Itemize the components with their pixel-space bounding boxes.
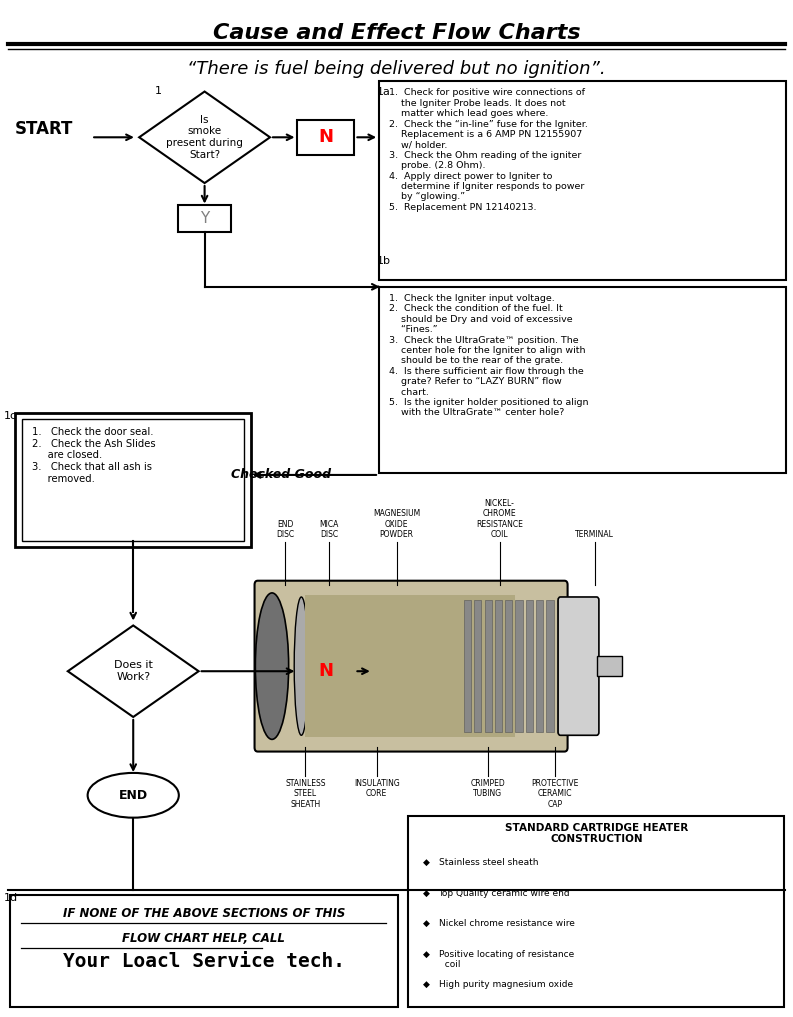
FancyBboxPatch shape (515, 600, 523, 732)
Text: ◆: ◆ (423, 980, 430, 990)
FancyBboxPatch shape (379, 81, 786, 280)
Text: START: START (14, 120, 73, 138)
Ellipse shape (255, 593, 289, 739)
Text: 1: 1 (155, 85, 162, 96)
Text: 1b: 1b (377, 256, 391, 266)
Text: “There is fuel being delivered but no ignition”.: “There is fuel being delivered but no ig… (187, 60, 606, 78)
Text: INSULATING
CORE: INSULATING CORE (354, 779, 400, 798)
FancyBboxPatch shape (558, 597, 599, 735)
FancyBboxPatch shape (557, 600, 564, 732)
Text: PROTECTIVE
CERAMIC
CAP: PROTECTIVE CERAMIC CAP (531, 779, 579, 809)
FancyBboxPatch shape (255, 581, 568, 752)
FancyBboxPatch shape (536, 600, 543, 732)
Text: 1.  Check the Igniter input voltage.
2.  Check the condition of the fuel. It
   : 1. Check the Igniter input voltage. 2. C… (389, 294, 588, 417)
Text: N: N (319, 128, 333, 146)
Text: Positive locating of resistance
  coil: Positive locating of resistance coil (439, 950, 574, 969)
Text: NICKEL-
CHROME
RESISTANCE
COIL: NICKEL- CHROME RESISTANCE COIL (476, 498, 523, 539)
Text: STAINLESS
STEEL
SHEATH: STAINLESS STEEL SHEATH (285, 779, 326, 809)
FancyBboxPatch shape (485, 600, 492, 732)
Text: STANDARD CARTRIDGE HEATER
CONSTRUCTION: STANDARD CARTRIDGE HEATER CONSTRUCTION (504, 823, 688, 844)
Text: Nickel chrome resistance wire: Nickel chrome resistance wire (439, 919, 574, 929)
Text: TERMINAL: TERMINAL (575, 530, 615, 539)
FancyBboxPatch shape (22, 419, 244, 541)
Text: ◆: ◆ (423, 950, 430, 959)
FancyBboxPatch shape (526, 600, 533, 732)
Text: MICA
DISC: MICA DISC (320, 520, 339, 539)
Text: 1a: 1a (377, 86, 390, 97)
Text: FLOW CHART HELP, CALL: FLOW CHART HELP, CALL (122, 932, 285, 945)
FancyBboxPatch shape (297, 120, 354, 155)
Text: ◆: ◆ (423, 858, 430, 868)
Text: Stainless steel sheath: Stainless steel sheath (439, 858, 538, 868)
Text: Cause and Effect Flow Charts: Cause and Effect Flow Charts (213, 23, 580, 44)
Text: END
DISC: END DISC (277, 520, 294, 539)
FancyBboxPatch shape (379, 287, 786, 473)
Ellipse shape (294, 597, 308, 735)
FancyBboxPatch shape (178, 205, 231, 232)
FancyBboxPatch shape (474, 600, 481, 732)
FancyBboxPatch shape (567, 600, 574, 732)
FancyBboxPatch shape (297, 654, 354, 689)
Text: MAGNESIUM
OXIDE
POWDER: MAGNESIUM OXIDE POWDER (373, 510, 420, 539)
Text: ◆: ◆ (423, 889, 430, 898)
Text: High purity magnesium oxide: High purity magnesium oxide (439, 980, 573, 990)
Text: CRIMPED
TUBING: CRIMPED TUBING (470, 779, 505, 798)
Text: IF NONE OF THE ABOVE SECTIONS OF THIS: IF NONE OF THE ABOVE SECTIONS OF THIS (63, 907, 345, 920)
Text: 1c: 1c (4, 411, 17, 421)
Text: Is
smoke
present during
Start?: Is smoke present during Start? (167, 115, 243, 160)
Text: 1d: 1d (4, 893, 18, 903)
FancyBboxPatch shape (305, 595, 515, 737)
FancyBboxPatch shape (597, 656, 623, 676)
Text: Does it
Work?: Does it Work? (113, 660, 153, 682)
FancyBboxPatch shape (546, 600, 554, 732)
Text: END: END (119, 789, 147, 801)
FancyBboxPatch shape (408, 816, 784, 1007)
Text: ◆: ◆ (423, 919, 430, 929)
FancyBboxPatch shape (505, 600, 512, 732)
FancyBboxPatch shape (15, 413, 251, 547)
FancyBboxPatch shape (10, 895, 398, 1007)
FancyBboxPatch shape (464, 600, 471, 732)
Text: Checked Good: Checked Good (232, 469, 331, 481)
Text: Your Loacl Service tech.: Your Loacl Service tech. (63, 952, 345, 971)
Text: 1.  Check for positive wire connections of
    the Igniter Probe leads. It does : 1. Check for positive wire connections o… (389, 88, 588, 212)
Text: Top Quality ceramic wire end: Top Quality ceramic wire end (439, 889, 570, 898)
Text: N: N (319, 662, 333, 680)
Text: 1.   Check the door seal.
2.   Check the Ash Slides
     are closed.
3.   Check : 1. Check the door seal. 2. Check the Ash… (32, 427, 155, 483)
FancyBboxPatch shape (495, 600, 502, 732)
Text: Y: Y (200, 212, 209, 226)
